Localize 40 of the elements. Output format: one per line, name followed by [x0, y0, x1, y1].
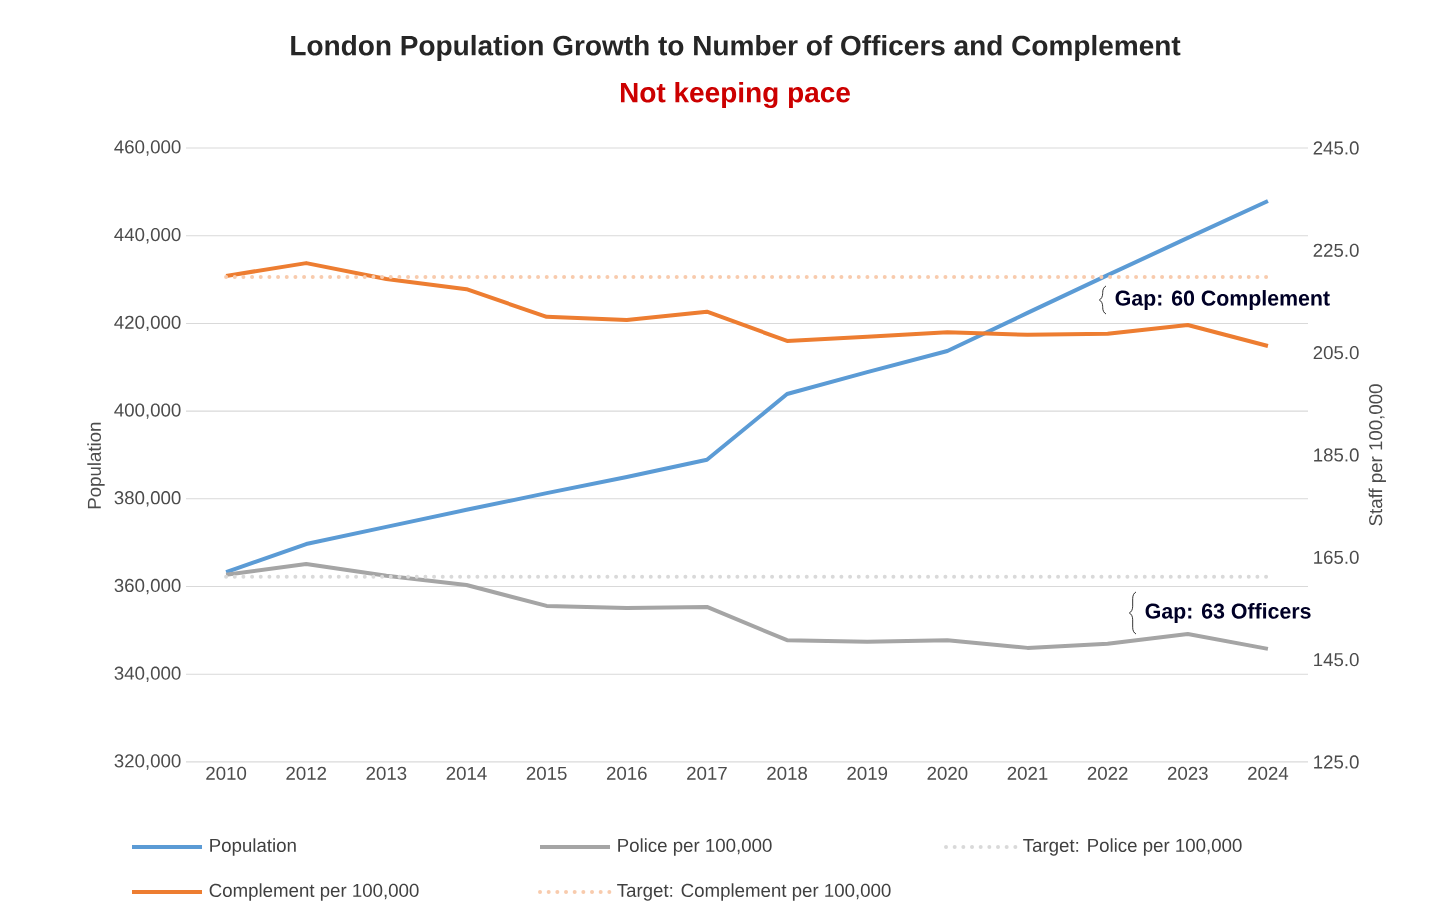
y-tick-label: 360,000: [114, 578, 181, 595]
y-tick-label: 440,000: [114, 227, 181, 244]
x-tick-label: 2019: [847, 766, 888, 780]
x-tick-label: 2017: [687, 766, 727, 780]
annotation: Gap: 63 Officers: [1145, 603, 1311, 623]
legend-label: Complement per 100,000: [209, 883, 419, 901]
y-tick-label: 380,000: [114, 491, 181, 507]
y-tick-label: 320,000: [114, 754, 181, 770]
x-tick-label: 2014: [446, 766, 487, 780]
y-tick-label: 420,000: [114, 315, 181, 332]
x-tick-label: 2024: [1248, 766, 1289, 780]
x-tick-label: 2020: [927, 766, 968, 780]
chart-subtitle: Not keeping pace: [620, 81, 850, 109]
legend-label: Target: Police per 100,000: [1023, 838, 1242, 856]
y2-axis-title: Staff per 100,000: [1368, 384, 1386, 526]
chart-title: London Population Growth to Number of Officers and Complement: [291, 34, 1181, 62]
legend-label: Population: [210, 838, 296, 856]
y2-tick-label: 245.0: [1313, 141, 1359, 155]
x-tick-label: 2021: [1007, 766, 1048, 780]
x-tick-label: 2012: [286, 766, 327, 780]
y2-tick-label: 205.0: [1313, 346, 1359, 360]
annotation: Gap: 60 Complement: [1115, 290, 1330, 310]
x-tick-label: 2022: [1087, 766, 1128, 780]
y2-tick-label: 165.0: [1314, 550, 1359, 564]
x-tick-label: 2018: [767, 766, 808, 780]
y-tick-label: 460,000: [114, 140, 181, 156]
y2-tick-label: 185.0: [1314, 448, 1359, 462]
x-tick-label: 2010: [206, 766, 247, 780]
x-tick-label: 2016: [606, 766, 647, 780]
x-tick-label: 2015: [526, 766, 567, 780]
x-tick-label: 2013: [366, 766, 407, 780]
y2-tick-label: 125.0: [1314, 755, 1359, 769]
y-axis-title: Population: [87, 422, 105, 509]
y2-tick-label: 145.0: [1314, 653, 1359, 667]
legend-label: Target: Complement per 100,000: [617, 883, 891, 901]
legend-label: Police per 100,000: [618, 838, 772, 856]
y-tick-label: 340,000: [114, 666, 181, 682]
y-tick-label: 400,000: [114, 403, 181, 419]
y2-tick-label: 225.0: [1313, 243, 1359, 257]
x-tick-label: 2023: [1167, 766, 1208, 780]
